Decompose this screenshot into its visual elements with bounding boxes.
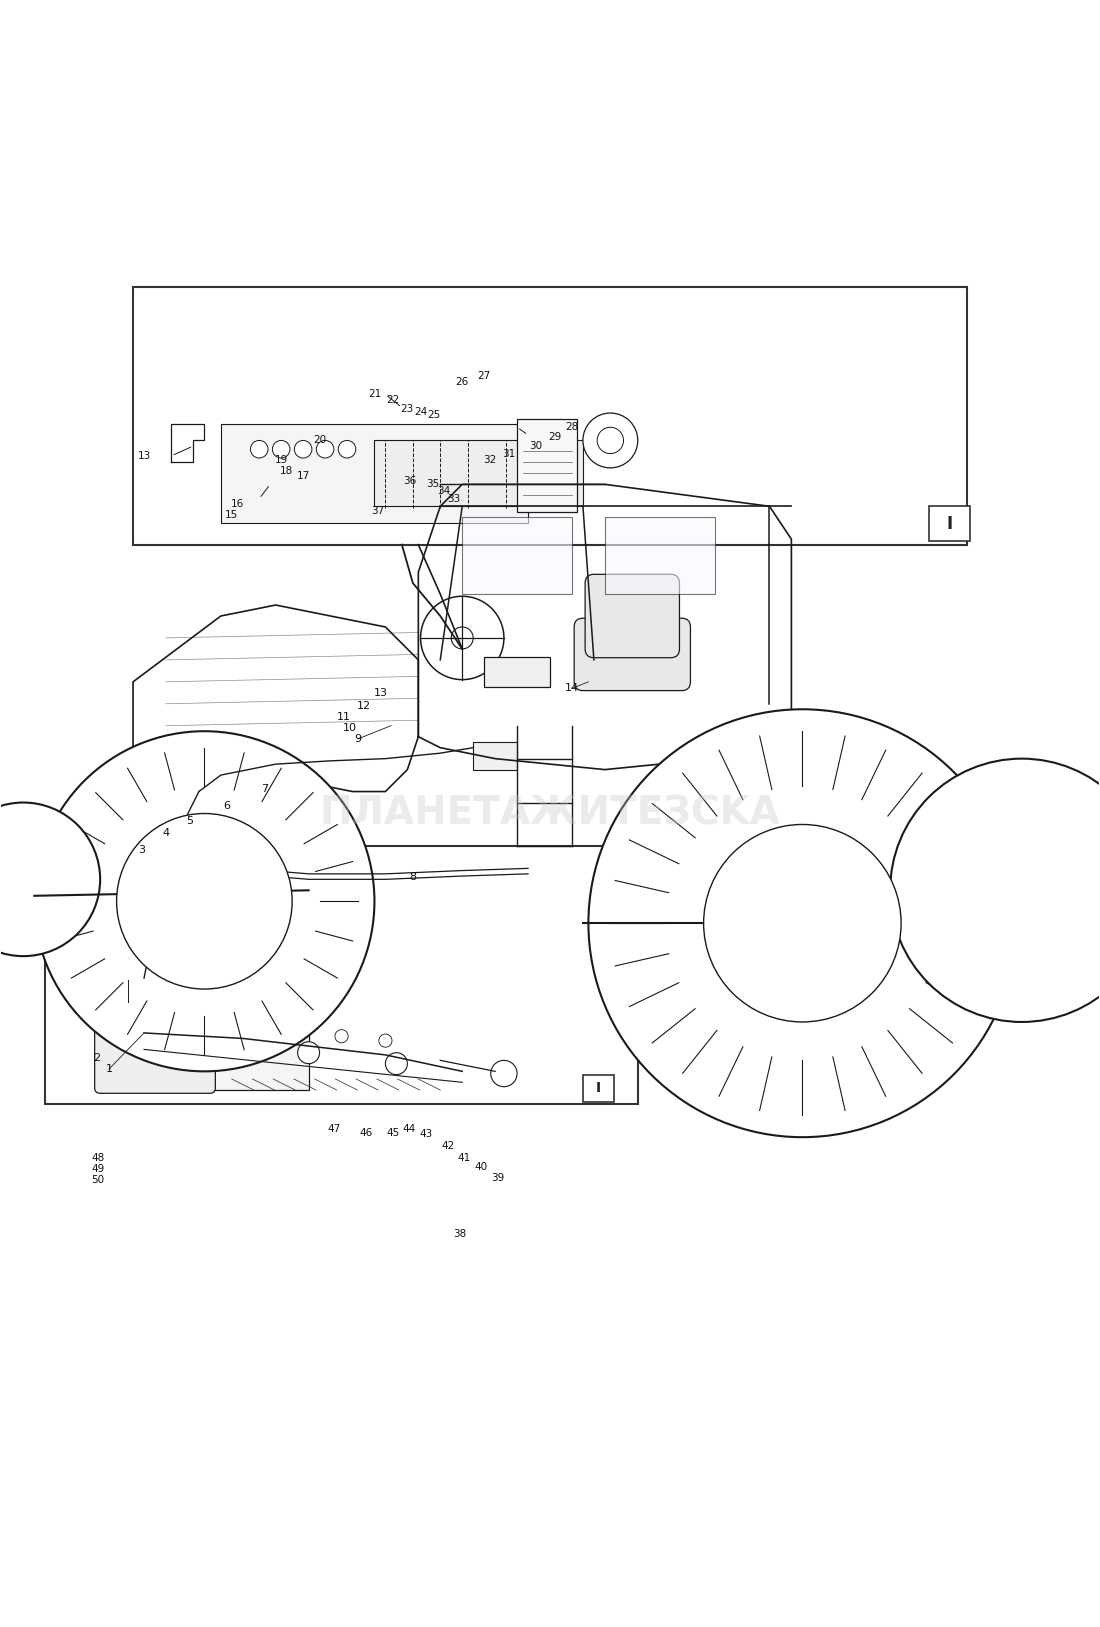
Text: 47: 47 xyxy=(327,1124,341,1134)
Text: 42: 42 xyxy=(441,1141,454,1150)
Text: 44: 44 xyxy=(403,1124,416,1134)
Text: 29: 29 xyxy=(548,433,561,443)
Text: 8: 8 xyxy=(409,872,417,882)
Text: 16: 16 xyxy=(231,499,244,509)
Text: 49: 49 xyxy=(91,1163,104,1175)
Bar xyxy=(517,418,578,513)
Text: 32: 32 xyxy=(483,456,496,465)
Text: 25: 25 xyxy=(427,410,440,420)
Text: 3: 3 xyxy=(139,844,145,854)
Text: I: I xyxy=(946,514,953,532)
Text: 39: 39 xyxy=(491,1173,504,1183)
Text: 31: 31 xyxy=(502,449,515,459)
Circle shape xyxy=(292,1028,305,1041)
FancyBboxPatch shape xyxy=(585,574,680,657)
Text: 23: 23 xyxy=(400,403,414,413)
Circle shape xyxy=(117,814,293,989)
Circle shape xyxy=(251,441,268,457)
Text: 21: 21 xyxy=(367,389,381,399)
Circle shape xyxy=(338,441,355,457)
Text: 14: 14 xyxy=(565,683,579,693)
Text: 28: 28 xyxy=(565,423,579,433)
Text: 38: 38 xyxy=(453,1228,466,1238)
Text: 48: 48 xyxy=(91,1154,104,1163)
Circle shape xyxy=(704,825,901,1022)
Text: 15: 15 xyxy=(226,509,239,521)
Text: 2: 2 xyxy=(94,1053,100,1062)
Circle shape xyxy=(583,413,638,469)
Circle shape xyxy=(34,731,374,1071)
Text: 20: 20 xyxy=(314,436,326,446)
Text: 37: 37 xyxy=(371,506,384,516)
Text: 13: 13 xyxy=(374,688,388,698)
Text: 26: 26 xyxy=(455,377,469,387)
Circle shape xyxy=(204,1020,217,1035)
Bar xyxy=(928,506,970,542)
Text: 17: 17 xyxy=(297,470,310,480)
Text: 13: 13 xyxy=(138,451,151,460)
Text: 11: 11 xyxy=(337,713,351,722)
Text: 19: 19 xyxy=(275,456,288,465)
Text: 33: 33 xyxy=(447,493,460,504)
Text: 34: 34 xyxy=(437,486,450,496)
Text: 46: 46 xyxy=(359,1128,372,1137)
Text: 24: 24 xyxy=(414,407,427,417)
Text: 36: 36 xyxy=(403,477,416,486)
Text: 27: 27 xyxy=(477,371,491,381)
Text: 43: 43 xyxy=(419,1129,432,1139)
Circle shape xyxy=(210,1033,232,1054)
Circle shape xyxy=(451,626,473,649)
Text: 5: 5 xyxy=(187,817,194,827)
Text: 18: 18 xyxy=(280,467,294,477)
Bar xyxy=(100,1002,309,1090)
Circle shape xyxy=(420,595,504,680)
Bar xyxy=(221,425,528,522)
Circle shape xyxy=(491,1061,517,1087)
Circle shape xyxy=(295,441,312,457)
Text: 50: 50 xyxy=(91,1175,104,1184)
Circle shape xyxy=(334,1030,348,1043)
Text: 40: 40 xyxy=(474,1162,487,1171)
Bar xyxy=(473,742,517,770)
Circle shape xyxy=(317,441,333,457)
Text: 22: 22 xyxy=(386,395,399,405)
Circle shape xyxy=(378,1035,392,1048)
Text: 45: 45 xyxy=(386,1128,399,1137)
Text: 35: 35 xyxy=(426,480,439,490)
Text: ПЛАНЕТАЖИTЕЗCKA: ПЛАНЕТАЖИTЕЗCKA xyxy=(320,794,780,833)
Circle shape xyxy=(273,441,290,457)
Text: 6: 6 xyxy=(223,800,230,810)
Bar xyxy=(45,846,638,1105)
Bar xyxy=(133,286,967,545)
Circle shape xyxy=(113,981,142,1009)
Circle shape xyxy=(248,1023,261,1036)
Bar xyxy=(583,1075,614,1101)
Circle shape xyxy=(597,428,624,454)
Circle shape xyxy=(298,1041,320,1064)
Bar xyxy=(462,517,572,594)
Text: 12: 12 xyxy=(356,701,371,711)
Text: 30: 30 xyxy=(529,441,542,451)
Text: 9: 9 xyxy=(354,734,362,744)
Bar xyxy=(374,441,583,506)
FancyBboxPatch shape xyxy=(574,618,691,690)
Text: 41: 41 xyxy=(458,1154,471,1163)
Circle shape xyxy=(0,802,100,957)
FancyBboxPatch shape xyxy=(95,1010,216,1093)
Bar xyxy=(605,517,715,594)
Bar xyxy=(484,657,550,687)
Text: 1: 1 xyxy=(106,1064,112,1074)
Circle shape xyxy=(588,709,1016,1137)
Text: 10: 10 xyxy=(343,722,358,732)
Text: 7: 7 xyxy=(261,784,268,794)
Text: I: I xyxy=(596,1080,601,1095)
Circle shape xyxy=(890,758,1100,1022)
Text: 4: 4 xyxy=(163,828,169,838)
Circle shape xyxy=(385,1053,407,1075)
